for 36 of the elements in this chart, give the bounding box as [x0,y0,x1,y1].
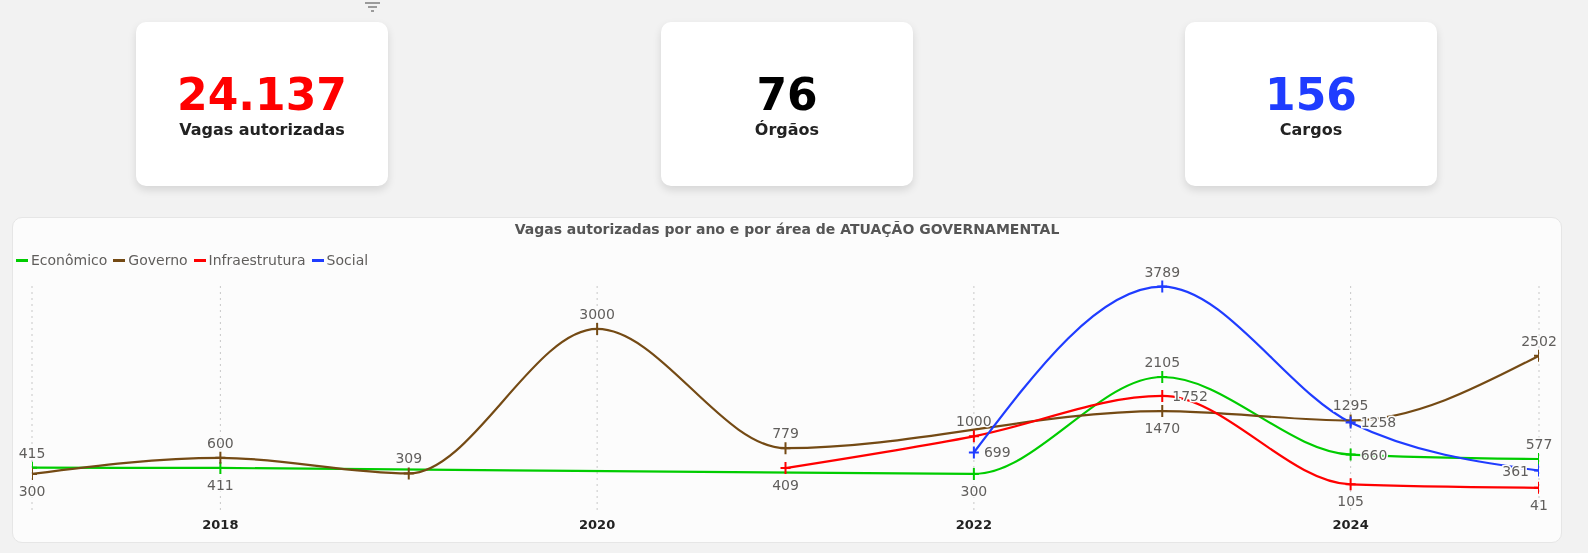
data-label: 41 [1530,496,1548,513]
data-label: 300 [18,482,46,499]
data-label: 779 [772,425,799,442]
text: 24.137 [177,68,347,120]
legend-label: Governo [127,252,188,268]
data-label: 411 [207,476,234,493]
data-label: 1752 [1172,387,1208,404]
x-tick-label: 2020 [579,517,616,533]
data-label: 699 [983,444,1011,461]
data-label: 1000 [956,413,992,430]
data-label: 105 [1337,493,1364,510]
data-label: 600 [207,434,234,451]
data-label: 577 [1525,436,1553,453]
data-label: 1258 [1360,414,1397,431]
legend-label: Infraestrutura [207,252,306,268]
data-label: 1470 [1144,420,1181,437]
data-label: 409 [772,477,799,494]
data-label: 415 [18,444,46,461]
text: Órgãos [754,119,820,139]
data-label: 3000 [579,305,615,322]
data-label: 3789 [1144,263,1181,280]
x-tick-label: 2022 [955,517,992,533]
legend-label: Econômico [30,252,108,268]
text: 156 [1265,68,1357,120]
x-tick-label: 2018 [202,517,239,533]
chart-title: Vagas autorizadas por ano e por área de ATUAÇÃO GOVERNAMENTAL [513,221,1061,237]
text: Vagas autorizadas [179,119,345,139]
data-label: 309 [395,450,423,467]
x-tick-label: 2024 [1332,517,1369,533]
text: 76 [756,68,818,120]
data-label: 300 [960,482,988,499]
data-label: 1295 [1332,397,1369,414]
text: Cargos [1279,119,1343,139]
data-label: 2105 [1144,353,1181,370]
data-label: 2502 [1521,332,1557,349]
legend-label: Social [325,252,369,268]
